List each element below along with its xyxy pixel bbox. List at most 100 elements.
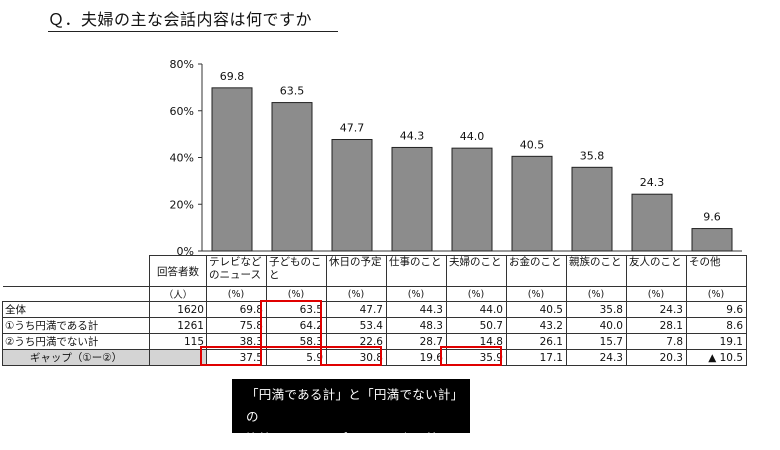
y-tick-label: 0% (177, 245, 194, 258)
unit-cell: (%) (566, 286, 627, 302)
results-table: 回答者数 テレビなどのニュース 子どものこと 休日の予定 仕事のこと 夫婦のこと… (2, 255, 747, 366)
gap-cell: 37.5 (206, 349, 267, 366)
table-cell: 43.2 (506, 317, 567, 334)
callout-line: 「円満である計」と「円満でない計」の (246, 387, 464, 424)
gap-row-label: ギャップ（①ー②） (2, 349, 150, 366)
table-cell: 7.8 (626, 333, 687, 350)
unit-row: （人） (%) (%) (%) (%) (%) (%) (%) (%) (%) (2, 286, 747, 302)
gap-cell: ▲ 10.5 (686, 349, 747, 366)
bar (391, 146, 433, 252)
table-row-not-harmonious: ②うち円満でない計 115 38.3 58.3 22.6 28.7 14.8 2… (2, 333, 747, 350)
unit-cell: (%) (206, 286, 267, 302)
unit-count-cell: （人） (149, 286, 207, 302)
row-count: 1620 (149, 301, 207, 318)
table-cell: 28.7 (386, 333, 447, 350)
bar (571, 166, 613, 252)
gap-cell: 20.3 (626, 349, 687, 366)
callout-line: 比較では、３０ポイント以上の差 (246, 431, 439, 446)
gap-cell: 17.1 (506, 349, 567, 366)
table-cell: 47.7 (326, 301, 387, 318)
bar-chart: 0% 20% 40% 60% 80% 69.8 63.5 47.7 44.3 44.0 40.5 3… (170, 58, 742, 258)
row-label: ①うち円満である計 (2, 317, 150, 334)
table-cell: 15.7 (566, 333, 627, 350)
unit-cell: (%) (626, 286, 687, 302)
y-tick-label: 80% (170, 58, 194, 71)
table-cell: 53.4 (326, 317, 387, 334)
unit-blank-cell (2, 286, 150, 302)
row-count: 115 (149, 333, 207, 350)
unit-cell: (%) (686, 286, 747, 302)
bar (331, 139, 373, 252)
page-title: Ｑ．夫婦の主な会話内容は何ですか (48, 6, 339, 32)
header-category-cell: 親族のこと (566, 255, 627, 287)
bar-value-label: 40.5 (520, 138, 545, 151)
table-cell: 69.8 (206, 301, 267, 318)
chart-value-labels: 69.8 63.5 47.7 44.3 44.0 40.5 35.8 24.3 9.6 (220, 70, 721, 224)
bar-value-label: 9.6 (703, 211, 721, 224)
table-cell: 9.6 (686, 301, 747, 318)
gap-cell: 19.6 (386, 349, 447, 366)
header-category-cell: その他 (686, 255, 747, 287)
table-cell: 48.3 (386, 317, 447, 334)
header-count-cell: 回答者数 (149, 255, 207, 287)
header-category-cell: 子どものこと (266, 255, 327, 287)
bar (211, 87, 253, 252)
table-cell: 14.8 (446, 333, 507, 350)
table-cell: 26.1 (506, 333, 567, 350)
table-row-gap: ギャップ（①ー②） 37.5 5.9 30.8 19.6 35.9 17.1 2… (2, 349, 747, 366)
table-cell: 28.1 (626, 317, 687, 334)
table-cell: 44.0 (446, 301, 507, 318)
unit-cell: (%) (266, 286, 327, 302)
gap-cell: 30.8 (326, 349, 387, 366)
table-cell: 8.6 (686, 317, 747, 334)
table-row-harmonious: ①うち円満である計 1261 75.8 64.2 53.4 48.3 50.7 … (2, 317, 747, 334)
table-cell: 63.5 (266, 301, 327, 318)
gap-cell: 24.3 (566, 349, 627, 366)
unit-cell: (%) (326, 286, 387, 302)
unit-cell: (%) (386, 286, 447, 302)
table-cell: 35.8 (566, 301, 627, 318)
bar (451, 147, 493, 252)
bar-value-label: 44.3 (400, 129, 425, 142)
table-cell: 64.2 (266, 317, 327, 334)
table-row-total: 全体 1620 69.8 63.5 47.7 44.3 44.0 40.5 35… (2, 301, 747, 318)
y-tick-label: 20% (170, 198, 194, 211)
table-cell: 19.1 (686, 333, 747, 350)
bar-value-label: 44.0 (460, 130, 485, 143)
y-tick-label: 40% (170, 152, 194, 165)
header-category-cell: 休日の予定 (326, 255, 387, 287)
unit-cell: (%) (446, 286, 507, 302)
header-category-cell: テレビなどのニュース (206, 255, 267, 287)
header-row: 回答者数 テレビなどのニュース 子どものこと 休日の予定 仕事のこと 夫婦のこと… (2, 255, 747, 287)
table-cell: 40.5 (506, 301, 567, 318)
y-tick-label: 60% (170, 105, 194, 118)
table-cell: 75.8 (206, 317, 267, 334)
row-label: ②うち円満でない計 (2, 333, 150, 350)
bar-value-label: 47.7 (340, 122, 365, 135)
table-cell: 50.7 (446, 317, 507, 334)
bar (511, 155, 553, 252)
bar-value-label: 24.3 (640, 176, 665, 189)
header-blank-cell (2, 255, 150, 287)
table-cell: 44.3 (386, 301, 447, 318)
row-label: 全体 (2, 301, 150, 318)
table-cell: 58.3 (266, 333, 327, 350)
bar-value-label: 35.8 (580, 149, 605, 162)
gap-cell: 5.9 (266, 349, 327, 366)
bar (691, 228, 733, 252)
header-category-cell: 仕事のこと (386, 255, 447, 287)
callout-box: 「円満である計」と「円満でない計」の 比較では、３０ポイント以上の差 (232, 379, 470, 446)
bar (631, 193, 673, 252)
chart-bars (211, 87, 733, 252)
table-cell: 40.0 (566, 317, 627, 334)
unit-cell: (%) (506, 286, 567, 302)
header-category-cell: 夫婦のこと (446, 255, 507, 287)
bar-value-label: 63.5 (280, 85, 305, 98)
row-count: 1261 (149, 317, 207, 334)
table-cell: 24.3 (626, 301, 687, 318)
table-cell: 38.3 (206, 333, 267, 350)
header-category-cell: お金のこと (506, 255, 567, 287)
gap-cell: 35.9 (446, 349, 507, 366)
bar-value-label: 69.8 (220, 70, 245, 83)
bar (271, 102, 313, 252)
